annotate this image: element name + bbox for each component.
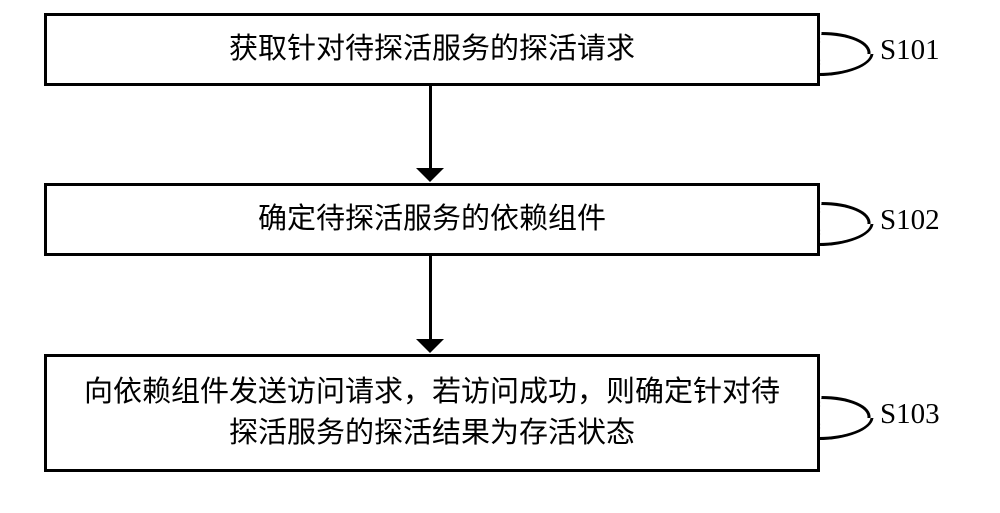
flow-arrow-line xyxy=(429,86,432,169)
flow-arrow-line xyxy=(429,256,432,340)
connector-curve xyxy=(818,32,873,54)
step-label-s101: S101 xyxy=(880,34,940,67)
flowchart-canvas: 获取针对待探活服务的探活请求 S101 确定待探活服务的依赖组件 S102 向依赖组件发… xyxy=(0,0,1000,513)
flow-arrow-head xyxy=(416,339,444,353)
step-label-text: S103 xyxy=(880,398,940,430)
flow-node-text: 获取针对待探活服务的探活请求 xyxy=(229,29,635,70)
flow-node-n1: 获取针对待探活服务的探活请求 xyxy=(44,13,820,86)
flow-node-text: 向依赖组件发送访问请求，若访问成功，则确定针对待探活服务的探活结果为存活状态 xyxy=(71,372,793,453)
connector-curve xyxy=(818,202,873,224)
connector-curve xyxy=(818,224,873,246)
flow-node-n2: 确定待探活服务的依赖组件 xyxy=(44,183,820,256)
step-label-s103: S103 xyxy=(880,398,940,431)
flow-node-n3: 向依赖组件发送访问请求，若访问成功，则确定针对待探活服务的探活结果为存活状态 xyxy=(44,354,820,472)
step-label-text: S101 xyxy=(880,34,940,66)
connector-curve xyxy=(818,418,873,440)
connector-curve xyxy=(818,54,873,76)
flow-arrow-head xyxy=(416,168,444,182)
step-label-s102: S102 xyxy=(880,204,940,237)
flow-node-text: 确定待探活服务的依赖组件 xyxy=(258,199,606,240)
connector-curve xyxy=(818,396,873,418)
step-label-text: S102 xyxy=(880,204,940,236)
